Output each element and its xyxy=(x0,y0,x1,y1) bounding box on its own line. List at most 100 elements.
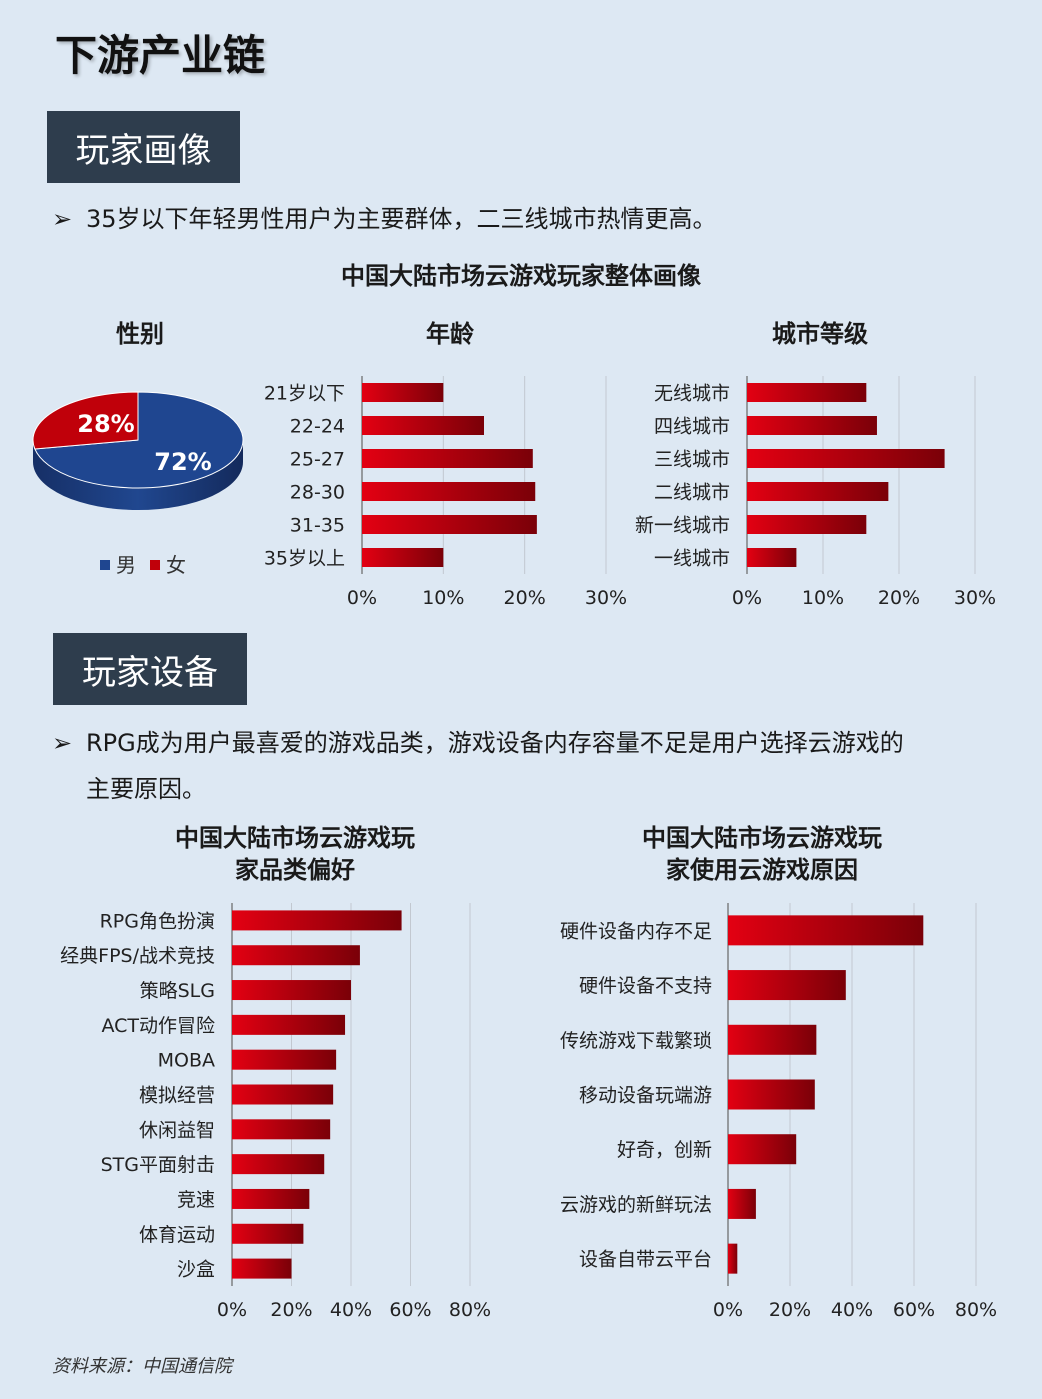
bullet-player-profile: ➢ 35岁以下年轻男性用户为主要群体，二三线城市热情更高。 xyxy=(52,196,992,242)
reason-bar xyxy=(728,1024,817,1055)
reason-category-label: 设备自带云平台 xyxy=(579,1249,712,1271)
reason-category-label: 传统游戏下载繁琐 xyxy=(560,1030,712,1052)
city-category-label: 四线城市 xyxy=(654,416,730,438)
section-header-player-device: 玩家设备 xyxy=(53,633,247,705)
genre-category-label: STG平面射击 xyxy=(101,1154,215,1176)
genre-category-label: ACT动作冒险 xyxy=(101,1015,215,1037)
overall-profile-chart-title: 中国大陆市场云游戏玩家整体画像 xyxy=(341,261,701,290)
city-bar xyxy=(747,416,877,435)
genre-tick-label: 0% xyxy=(217,1299,247,1321)
genre-chart-title-line2: 家品类偏好 xyxy=(235,855,355,884)
genre-chart-title: 中国大陆市场云游戏玩 家品类偏好 xyxy=(145,822,445,886)
pie-label-male: 72% xyxy=(154,448,211,476)
age-chart-title: 年龄 xyxy=(426,319,474,348)
reason-category-label: 硬件设备内存不足 xyxy=(560,920,712,942)
genre-category-label: RPG角色扮演 xyxy=(100,910,215,932)
bullet-arrow-icon: ➢ xyxy=(52,205,73,233)
age-tick-label: 30% xyxy=(585,587,627,609)
city-tick-label: 30% xyxy=(954,587,996,609)
genre-bar xyxy=(232,1258,292,1279)
genre-bar xyxy=(232,1223,304,1244)
gender-chart-title: 性别 xyxy=(116,319,164,348)
pie-slice-male xyxy=(34,391,244,489)
genre-bar xyxy=(232,1188,310,1209)
age-category-label: 31-35 xyxy=(290,515,345,537)
genre-bar xyxy=(232,1154,325,1175)
reason-category-label: 好奇，创新 xyxy=(617,1139,712,1161)
age-bar xyxy=(362,383,444,402)
genre-category-label: MOBA xyxy=(158,1050,215,1072)
bullet-text: 35岁以下年轻男性用户为主要群体，二三线城市热情更高。 xyxy=(86,205,717,233)
city-category-label: 一线城市 xyxy=(654,548,730,570)
reason-tick-label: 40% xyxy=(831,1299,873,1321)
page-title: 下游产业链 xyxy=(55,31,266,80)
genre-category-label: 模拟经营 xyxy=(139,1085,215,1107)
age-category-label: 25-27 xyxy=(290,449,345,471)
genre-category-label: 体育运动 xyxy=(139,1224,215,1246)
legend-label-male: 男 xyxy=(116,553,136,577)
city-category-label: 二线城市 xyxy=(654,482,730,504)
age-bar xyxy=(362,548,444,567)
genre-bar xyxy=(232,980,351,1001)
age-tick-label: 20% xyxy=(504,587,546,609)
genre-category-label: 竞速 xyxy=(177,1189,215,1211)
city-category-label: 新一线城市 xyxy=(635,515,730,537)
gender-pie-chart: 72% 28% 男 女 xyxy=(32,391,244,577)
reason-bar xyxy=(728,1188,756,1219)
pie-slice-female xyxy=(32,391,139,450)
reason-bar xyxy=(728,915,924,946)
city-bar xyxy=(747,548,797,567)
usage-reason-bar-chart: 0% 20% 40% 60% 80% 硬件设备内存不足硬件设备不支持传统游戏下载繁琐移动设… xyxy=(560,903,997,1321)
age-bar xyxy=(362,449,533,468)
reason-category-label: 云游戏的新鲜玩法 xyxy=(560,1194,712,1216)
reason-bar xyxy=(728,1079,815,1110)
genre-tick-label: 20% xyxy=(270,1299,312,1321)
reason-bar xyxy=(728,970,846,1001)
age-category-label: 22-24 xyxy=(290,416,345,438)
age-category-label: 21岁以下 xyxy=(264,383,345,405)
genre-bar xyxy=(232,945,360,966)
source-note: 资料来源：中国通信院 xyxy=(52,1356,232,1377)
city-bar xyxy=(747,515,867,534)
reason-bar xyxy=(728,1243,738,1274)
genre-tick-label: 60% xyxy=(389,1299,431,1321)
reason-tick-label: 60% xyxy=(893,1299,935,1321)
city-bar xyxy=(747,383,867,402)
city-tier-chart-title: 城市等级 xyxy=(772,319,868,348)
reason-tick-label: 20% xyxy=(769,1299,811,1321)
genre-category-label: 经典FPS/战术竞技 xyxy=(60,945,215,967)
genre-bar xyxy=(232,1084,334,1105)
genre-category-label: 沙盒 xyxy=(177,1259,215,1281)
city-tick-label: 0% xyxy=(732,587,762,609)
genre-tick-label: 80% xyxy=(449,1299,491,1321)
age-tick-label: 0% xyxy=(347,587,377,609)
city-bar xyxy=(747,482,889,501)
bullet-player-device: ➢ RPG成为用户最喜爱的游戏品类，游戏设备内存容量不足是用户选择云游戏的 xyxy=(52,720,1012,766)
genre-bar xyxy=(232,1014,346,1035)
reason-chart-title-line2: 家使用云游戏原因 xyxy=(666,855,858,884)
reason-chart-title: 中国大陆市场云游戏玩 家使用云游戏原因 xyxy=(612,822,912,886)
bullet-text-line1: RPG成为用户最喜爱的游戏品类，游戏设备内存容量不足是用户选择云游戏的 xyxy=(86,729,904,757)
pie-side-male xyxy=(33,440,243,510)
genre-tick-label: 40% xyxy=(330,1299,372,1321)
legend-swatch-male xyxy=(100,560,110,570)
age-bar xyxy=(362,515,537,534)
pie-label-female: 28% xyxy=(77,410,134,438)
reason-tick-label: 0% xyxy=(713,1299,743,1321)
age-tick-label: 10% xyxy=(422,587,464,609)
city-tick-label: 20% xyxy=(878,587,920,609)
bullet-arrow-icon: ➢ xyxy=(52,729,73,757)
genre-bar xyxy=(232,1049,337,1070)
reason-tick-label: 80% xyxy=(955,1299,997,1321)
age-category-label: 28-30 xyxy=(290,482,345,504)
bullet-player-device-cont: 主要原因。 xyxy=(86,775,206,803)
legend-label-female: 女 xyxy=(166,553,186,577)
city-category-label: 无线城市 xyxy=(654,383,730,405)
genre-category-label: 策略SLG xyxy=(140,980,215,1002)
age-bar-chart: 0% 10% 20% 30% 21岁以下 22-24 25-27 28-30 31-35 35岁以… xyxy=(264,376,627,609)
legend-swatch-female xyxy=(150,560,160,570)
age-bar xyxy=(362,416,484,435)
reason-chart-title-line1: 中国大陆市场云游戏玩 xyxy=(642,823,882,852)
genre-category-label: 休闲益智 xyxy=(139,1119,215,1141)
